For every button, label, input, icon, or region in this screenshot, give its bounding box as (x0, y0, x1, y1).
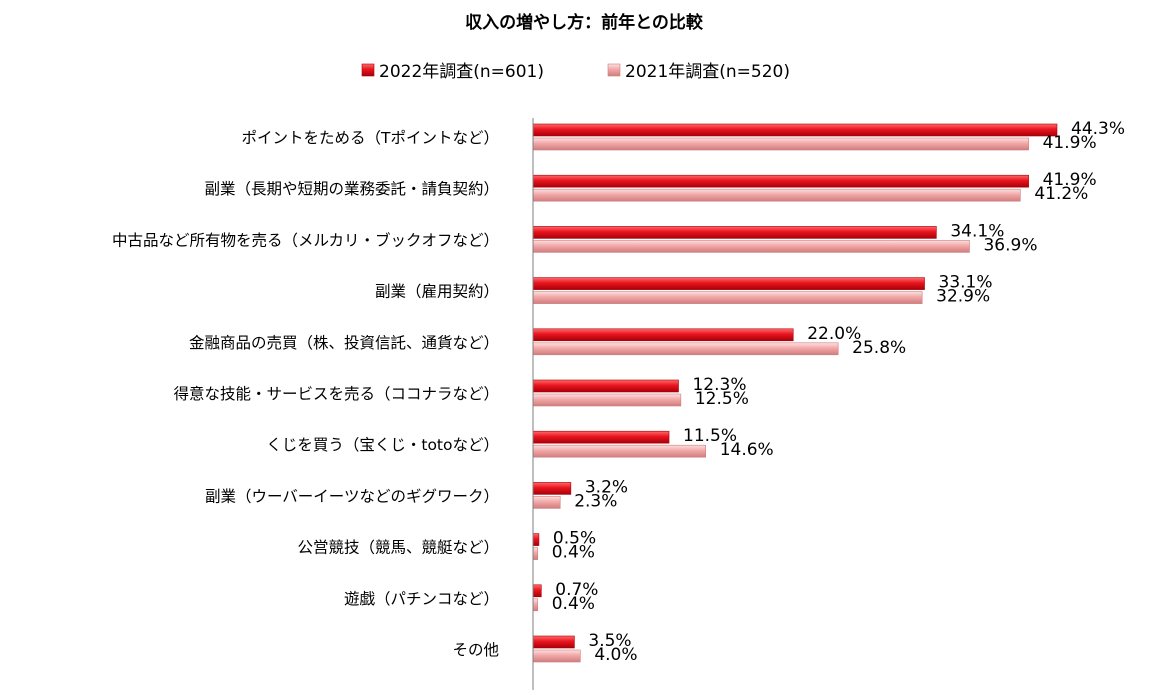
category-label: 副業（雇用契約） (375, 283, 499, 301)
legend-label-2022: 2022年調査(n=601) (379, 62, 544, 82)
category-label: 副業（ウーバーイーツなどのギグワーク） (205, 487, 499, 505)
value-label-2022: 33.1% (939, 273, 993, 293)
category-label: その他 (452, 641, 499, 659)
value-label-2022: 41.9% (1043, 170, 1097, 190)
category-label: ポイントをためる（Tポイントなど） (242, 129, 499, 147)
legend: 2022年調査(n=601) 2021年調査(n=520) (361, 62, 790, 82)
value-label-2022: 22.0% (807, 324, 861, 344)
bar-2021 (532, 547, 539, 560)
value-label-2022: 3.5% (588, 631, 631, 651)
category-label: 公営競技（競馬、競艇など） (297, 539, 499, 557)
value-label-2021: 0.4% (552, 543, 595, 563)
value-label-2021: 0.4% (552, 594, 595, 614)
value-label-2021: 32.9% (936, 287, 990, 307)
value-label-2021: 41.2% (1034, 184, 1088, 204)
bar-2021 (532, 137, 1029, 151)
bar-2021 (532, 188, 1021, 202)
bar-2022 (532, 533, 540, 546)
bar-2021 (532, 291, 923, 304)
value-label-2022: 0.7% (555, 580, 598, 600)
value-label-2021: 2.3% (574, 491, 617, 511)
bar-2021 (532, 240, 970, 253)
bar-2021 (532, 496, 561, 509)
bar-2022 (532, 635, 575, 649)
bar-2022 (532, 430, 670, 444)
category-label: 金融商品の売買（株、投資信託、通貨など） (189, 334, 499, 352)
bar-2022 (532, 277, 925, 290)
value-label-2021: 4.0% (594, 645, 637, 665)
legend-swatch-2021 (607, 63, 621, 77)
value-label-2021: 25.8% (852, 338, 906, 358)
plot-area: ポイントをためる（Tポイントなど） 44.3%41.9%副業（長期や短期の業務委託… (112, 118, 1125, 690)
value-label-2022: 11.5% (683, 426, 737, 446)
bar-2021 (532, 649, 581, 663)
value-label-2021: 12.5% (695, 389, 749, 409)
value-label-2022: 0.5% (553, 529, 596, 549)
chart-title: 収入の増やし方：前年との比較 (465, 12, 704, 33)
bar-2022 (532, 482, 572, 495)
bar-2021 (532, 598, 539, 612)
bar-2022 (532, 226, 937, 239)
legend-label-2021: 2021年調査(n=520) (625, 62, 790, 82)
category-label: 遊戯（パチンコなど） (344, 590, 499, 608)
category-label: 副業（長期や短期の業務委託・請負契約） (204, 180, 499, 198)
bar-2022 (532, 123, 1058, 137)
bar-2022 (532, 328, 794, 342)
value-label-2021: 14.6% (720, 440, 774, 460)
value-label-2022: 12.3% (692, 375, 746, 395)
bar-2021 (532, 342, 839, 356)
category-label: 得意な技能・サービスを売る（ココナラなど） (173, 384, 499, 403)
bar-2021 (532, 444, 706, 458)
bar-2022 (532, 174, 1029, 188)
bar-2022 (532, 379, 679, 393)
value-label-2022: 44.3% (1071, 119, 1125, 139)
bar-2022 (532, 584, 542, 598)
value-label-2022: 34.1% (950, 221, 1004, 241)
bar-2021 (532, 393, 682, 407)
value-label-2021: 36.9% (983, 235, 1037, 255)
category-label: くじを買う（宝くじ・totoなど） (266, 436, 499, 454)
legend-swatch-2022 (361, 63, 375, 77)
value-label-2022: 3.2% (585, 477, 628, 497)
value-label-2021: 41.9% (1043, 133, 1097, 153)
category-label: 中古品など所有物を売る（メルカリ・ブックオフなど） (112, 230, 499, 249)
